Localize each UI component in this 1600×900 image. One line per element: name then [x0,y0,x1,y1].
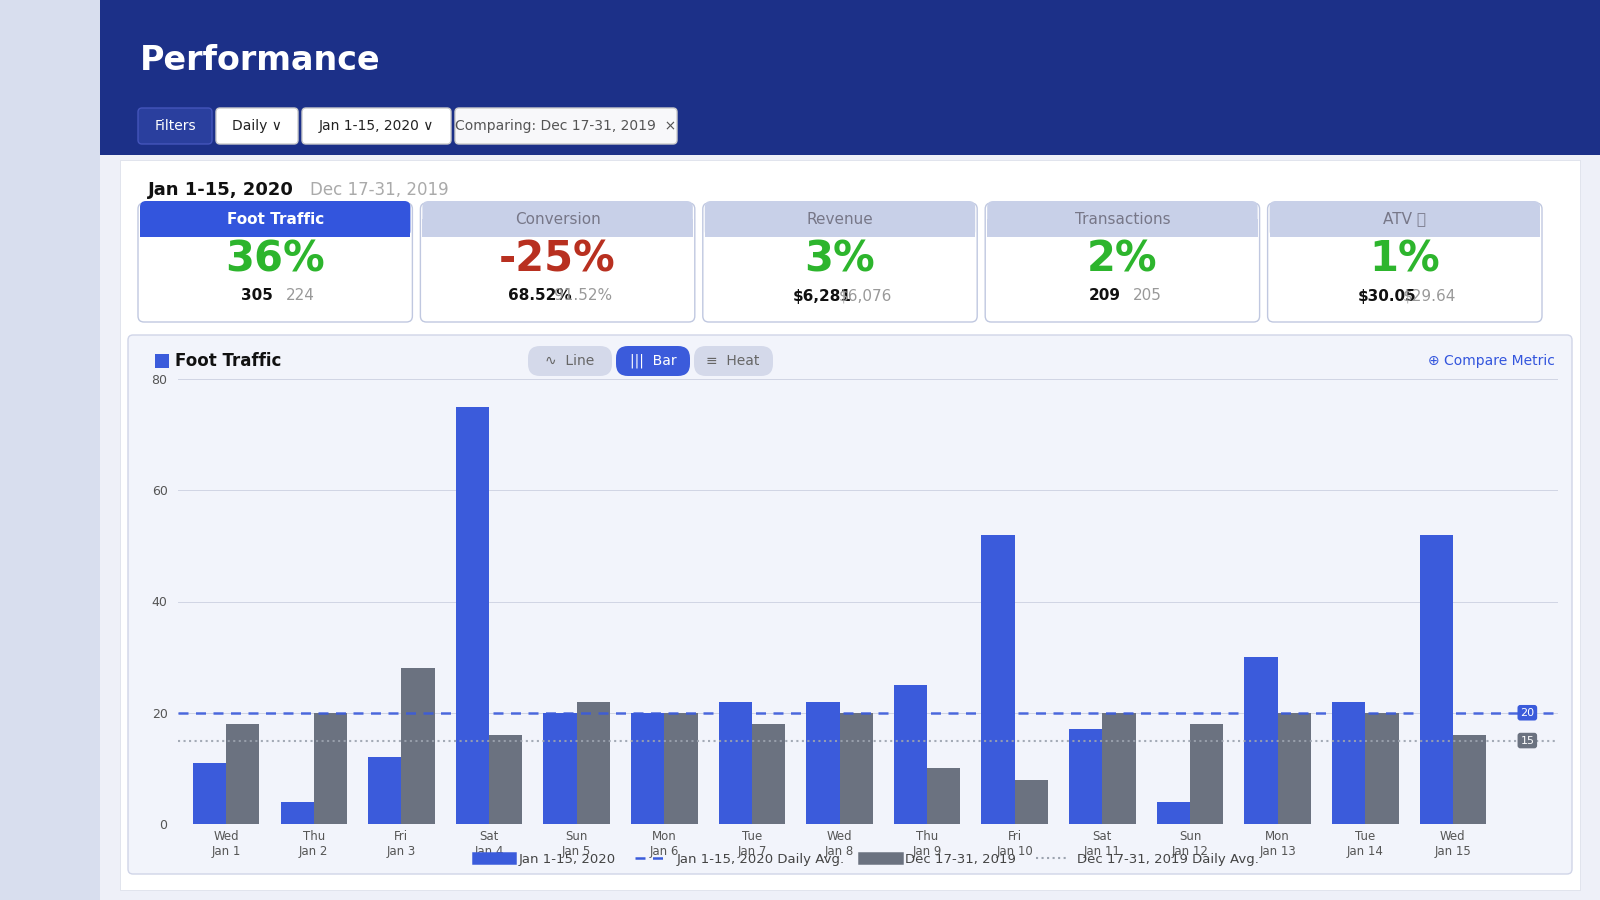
Bar [194,763,226,824]
Bar [402,668,435,824]
Text: Revenue: Revenue [806,212,874,227]
FancyBboxPatch shape [421,203,694,322]
Bar [1190,724,1224,824]
Bar [120,160,1581,890]
Text: Transactions: Transactions [1075,212,1170,227]
Text: Jan 1-15, 2020: Jan 1-15, 2020 [147,181,294,199]
Text: ⊕ Compare Metric: ⊕ Compare Metric [1429,354,1555,368]
Bar [99,155,1600,900]
Bar [314,713,347,824]
Bar [1365,713,1398,824]
Text: $6,076: $6,076 [838,289,891,303]
Text: $29.64: $29.64 [1403,289,1456,303]
Text: 3%: 3% [805,239,875,281]
FancyBboxPatch shape [1267,203,1542,322]
Text: Dec 17-31, 2019: Dec 17-31, 2019 [310,181,448,199]
Bar [840,713,874,824]
FancyBboxPatch shape [528,346,611,376]
Text: 20: 20 [1520,707,1534,718]
Bar [99,0,1600,155]
Bar [1245,657,1278,824]
Text: 224: 224 [286,289,315,303]
Bar [280,802,314,824]
Bar [456,407,490,824]
Text: |||  Bar: ||| Bar [630,354,677,368]
Bar [1453,735,1486,824]
FancyBboxPatch shape [1270,201,1539,237]
Text: Foot Traffic: Foot Traffic [174,352,282,370]
FancyBboxPatch shape [694,346,773,376]
Text: 91.52%: 91.52% [554,289,611,303]
Bar [141,219,410,237]
Text: $6,281: $6,281 [792,289,851,303]
Text: ATV ⓘ: ATV ⓘ [1384,212,1426,227]
Legend: Jan 1-15, 2020, Jan 1-15, 2020 Daily Avg., Dec 17-31, 2019, Dec 17-31, 2019 Dail: Jan 1-15, 2020, Jan 1-15, 2020 Daily Avg… [472,847,1264,871]
Bar [1014,779,1048,824]
Text: Foot Traffic: Foot Traffic [227,212,323,227]
Bar [752,724,786,824]
Text: 2%: 2% [1086,239,1158,281]
Text: Daily ∨: Daily ∨ [232,119,282,133]
Text: 205: 205 [1133,289,1162,303]
FancyBboxPatch shape [216,108,298,144]
Bar [1069,729,1102,824]
Bar [704,219,974,237]
Bar [894,685,926,824]
FancyBboxPatch shape [141,201,410,237]
FancyBboxPatch shape [986,203,1259,322]
Bar [226,724,259,824]
Bar [926,769,960,824]
Text: -25%: -25% [499,239,616,281]
Bar [806,702,840,824]
Text: Filters: Filters [154,119,195,133]
FancyBboxPatch shape [128,335,1571,874]
Text: 68.52%: 68.52% [507,289,571,303]
FancyBboxPatch shape [138,203,413,322]
FancyBboxPatch shape [616,346,690,376]
Bar [1270,219,1539,237]
Bar [544,713,576,824]
FancyBboxPatch shape [138,108,211,144]
Bar [368,757,402,824]
Text: Jan 1-15, 2020 ∨: Jan 1-15, 2020 ∨ [318,119,434,133]
FancyBboxPatch shape [704,201,974,237]
FancyBboxPatch shape [702,203,978,322]
Bar [576,702,610,824]
Text: 209: 209 [1088,289,1120,303]
FancyBboxPatch shape [987,201,1258,237]
Text: ≡  Heat: ≡ Heat [706,354,760,368]
Bar [1331,702,1365,824]
Bar [664,713,698,824]
Text: 36%: 36% [226,239,325,281]
Bar [422,219,693,237]
Bar [0,0,99,900]
Bar [1157,802,1190,824]
Text: $30.05: $30.05 [1357,289,1416,303]
Text: Conversion: Conversion [515,212,600,227]
Bar [155,354,170,368]
Bar [718,702,752,824]
Text: Comparing: Dec 17-31, 2019  ×: Comparing: Dec 17-31, 2019 × [456,119,677,133]
Bar [981,535,1014,824]
Bar [1102,713,1136,824]
Bar [987,219,1258,237]
FancyBboxPatch shape [454,108,677,144]
FancyBboxPatch shape [302,108,451,144]
Text: 15: 15 [1520,735,1534,745]
Bar [490,735,522,824]
Bar [630,713,664,824]
Text: 1%: 1% [1370,239,1440,281]
Bar [1278,713,1310,824]
Text: 305: 305 [242,289,274,303]
Bar [1419,535,1453,824]
Text: ∿  Line: ∿ Line [546,354,595,368]
FancyBboxPatch shape [422,201,693,237]
Text: Performance: Performance [141,43,381,76]
